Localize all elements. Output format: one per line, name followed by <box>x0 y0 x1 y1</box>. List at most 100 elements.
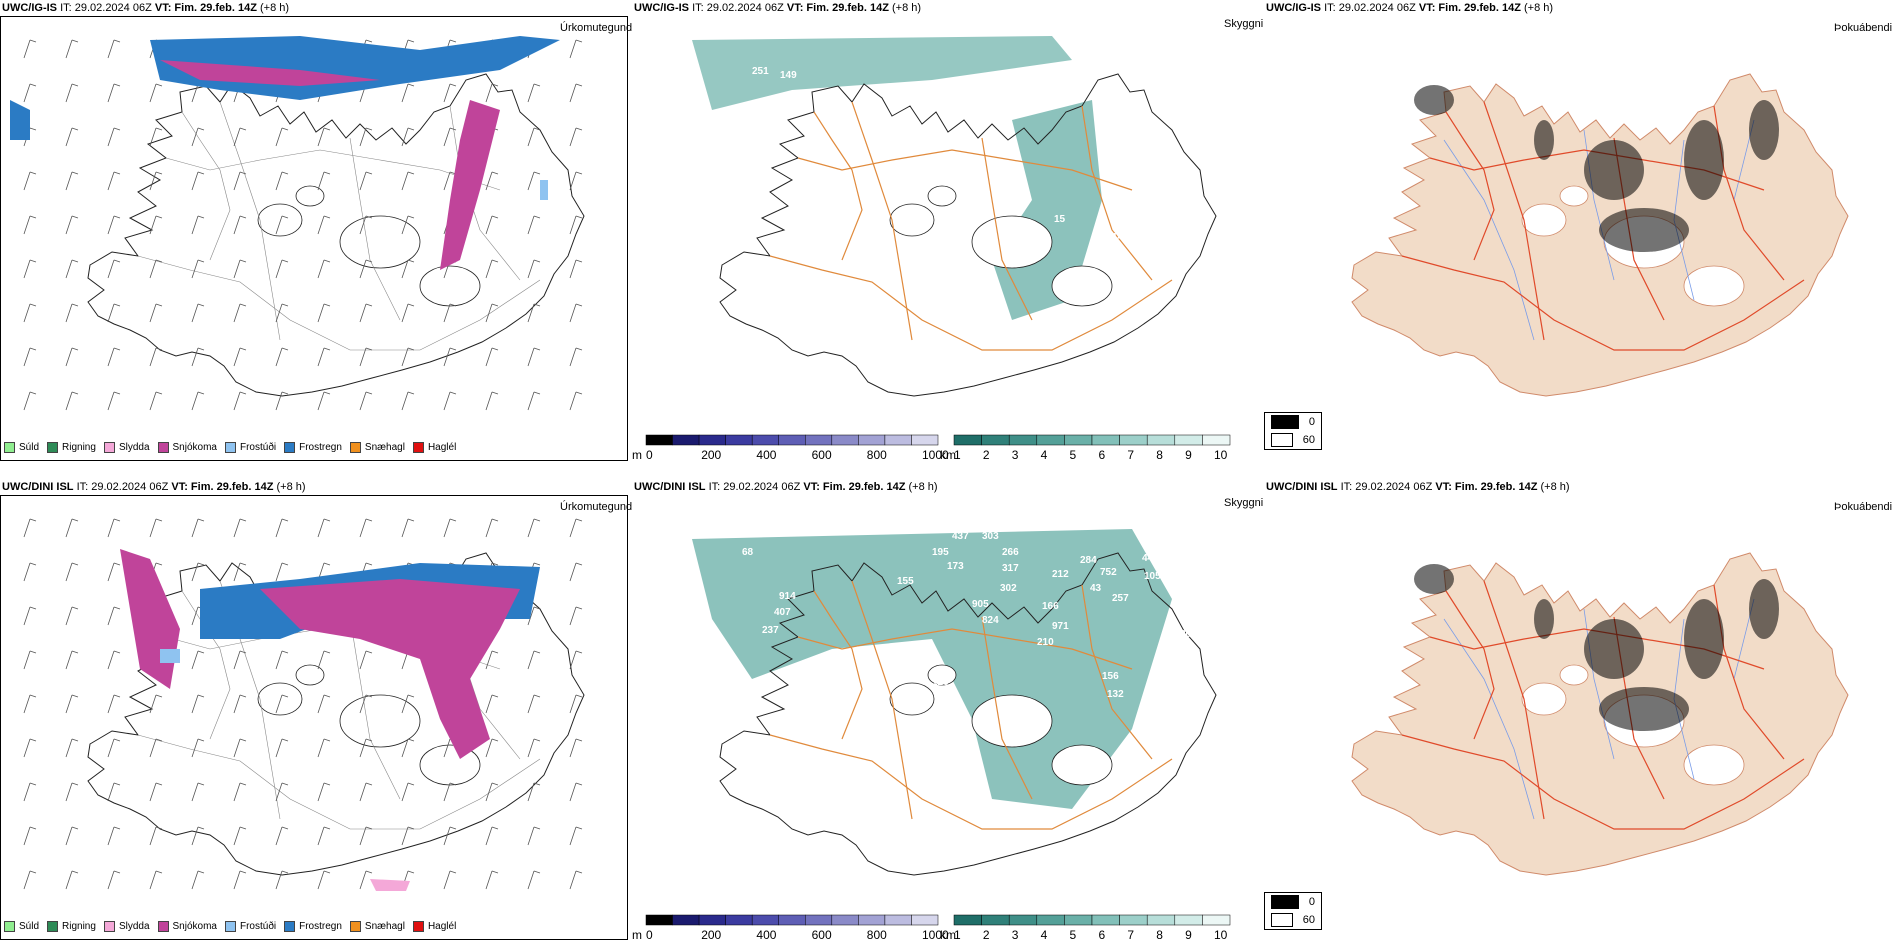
visibility-label: 407 <box>774 607 791 618</box>
wind-barb <box>569 347 583 367</box>
colorbar-cell <box>1064 434 1093 446</box>
panel-header: UWC/DINI ISL IT: 29.02.2024 06Z VT: Fim.… <box>2 481 306 493</box>
panel-header: UWC/IG-IS IT: 29.02.2024 06Z VT: Fim. 29… <box>634 2 922 14</box>
wind-barb <box>569 303 583 323</box>
visibility-label: 303 <box>982 531 999 542</box>
map-frame <box>0 16 628 461</box>
panel-title: Skyggni <box>1224 497 1264 509</box>
wind-barb <box>527 650 541 670</box>
wind-barb <box>191 127 205 147</box>
iceland-outline <box>87 73 585 397</box>
visibility-label: 105 <box>1144 571 1161 582</box>
wind-barb <box>443 782 457 802</box>
wind-barb <box>527 171 541 191</box>
colorbar-tick: 8 <box>1156 448 1163 462</box>
wind-barb <box>359 391 373 411</box>
precip-legend-item: Frostregn <box>284 921 342 932</box>
wind-barb <box>275 738 289 758</box>
panel-header: UWC/DINI ISL IT: 29.02.2024 06Z VT: Fim.… <box>634 481 938 493</box>
fog-legend-top: 0 60 <box>1264 412 1322 450</box>
iceland-outline <box>87 552 585 876</box>
visibility-label: 251 <box>752 66 769 77</box>
wind-barb <box>401 83 415 103</box>
visibility-label: 37 <box>1107 202 1119 213</box>
precip-legend-item: Slydda <box>103 921 150 932</box>
legend-label: Frostregn <box>299 921 342 932</box>
legend-swatch <box>284 921 296 932</box>
wind-barb <box>275 870 289 890</box>
colorbar-tick: 1000 <box>922 448 949 462</box>
legend-label: Rigning <box>62 921 96 932</box>
wind-barb <box>527 738 541 758</box>
fog-patch <box>1684 120 1724 200</box>
iceland-outline <box>719 73 1217 397</box>
wind-barb <box>107 347 121 367</box>
wind-barb <box>149 127 163 147</box>
wind-barb <box>527 83 541 103</box>
wind-barb <box>191 259 205 279</box>
precip-area-freezing-rain <box>10 100 30 140</box>
wind-barb <box>485 347 499 367</box>
colorbar-cell <box>725 434 753 446</box>
colorbar-cell <box>831 914 859 926</box>
visibility-label: 68 <box>742 547 754 558</box>
panel-cloud-top: UWC/IG-IS IT: 29.02.2024 06Z VT: Fim. 29… <box>632 0 1264 465</box>
wind-barb <box>569 391 583 411</box>
wind-barb <box>65 259 79 279</box>
colorbar-cell <box>911 914 939 926</box>
wind-barb <box>191 826 205 846</box>
wind-barb <box>317 694 331 714</box>
wind-barb <box>233 518 247 538</box>
colorbar-tick: 800 <box>867 448 887 462</box>
colorbar-tick: 2 <box>983 448 990 462</box>
wind-barb <box>233 870 247 890</box>
fog-patch <box>1584 140 1644 200</box>
wind-barb <box>149 259 163 279</box>
wind-barb <box>275 171 289 191</box>
colorbar-cell <box>751 914 779 926</box>
wind-barb <box>317 391 331 411</box>
fog-map-bottom <box>1351 552 1849 876</box>
colorbar-tick: 2 <box>983 928 990 942</box>
fog-patch <box>1534 599 1554 639</box>
colorbar-cell <box>1146 914 1176 926</box>
wind-barb <box>443 347 457 367</box>
legend-swatch <box>349 442 361 453</box>
wind-barb <box>65 391 79 411</box>
wind-barb <box>527 782 541 802</box>
legend-swatch <box>349 921 361 932</box>
wind-barb <box>359 171 373 191</box>
visibility-area <box>692 529 1172 809</box>
wind-barb <box>569 171 583 191</box>
wind-barb <box>485 303 499 323</box>
wind-barb <box>569 518 583 538</box>
wind-barb <box>191 694 205 714</box>
colorbar-tick: 400 <box>756 448 776 462</box>
wind-barb <box>149 347 163 367</box>
wind-barb <box>359 694 373 714</box>
panel-title: Skyggni <box>1224 18 1264 30</box>
wind-barb <box>191 518 205 538</box>
colorbar-cell <box>698 434 726 446</box>
legend-label: Snæhagl <box>364 442 405 453</box>
colorbar-cell <box>884 434 912 446</box>
colorbar-cell <box>1202 434 1231 446</box>
precip-area-snow <box>120 549 180 689</box>
legend-swatch <box>284 442 296 453</box>
colorbar-tick: 10 <box>1214 928 1228 942</box>
precip-legend-item: Haglél <box>412 442 456 453</box>
wind-barb <box>23 259 37 279</box>
precip-area-snow <box>260 579 520 759</box>
wind-barb <box>107 782 121 802</box>
colorbar-cell <box>645 914 673 926</box>
colorbar-cell <box>1091 914 1120 926</box>
wind-barb <box>107 303 121 323</box>
visibility-label: 210 <box>1037 637 1054 648</box>
precip-type-legend: Súld Rigning Slydda Snjókoma Frostúði Frostre… <box>4 442 456 453</box>
wind-barb <box>233 650 247 670</box>
wind-barb <box>275 215 289 235</box>
wind-barb <box>359 127 373 147</box>
visibility-label: 195 <box>932 547 949 558</box>
legend-swatch <box>224 921 236 932</box>
legend-label: Frostregn <box>299 442 342 453</box>
